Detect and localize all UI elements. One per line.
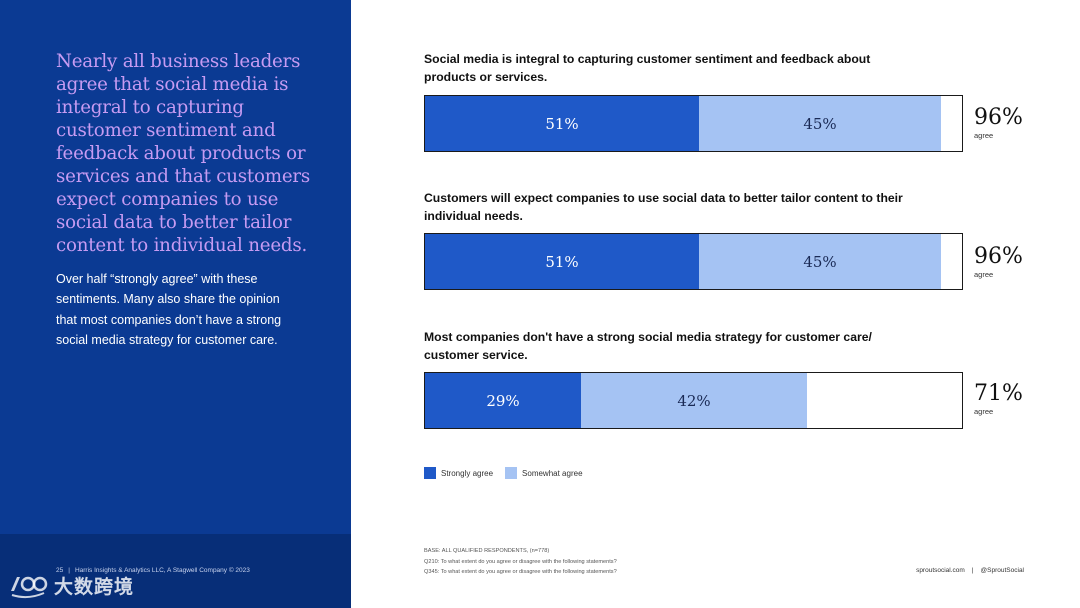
bar-somewhat-agree	[699, 234, 941, 289]
page-footer: 25 | Harris Insights & Analytics LLC, A St…	[56, 567, 250, 574]
question-title-2: Customers will expect companies to use s…	[424, 191, 903, 223]
bar-somewhat-agree	[699, 96, 941, 151]
label-somewhat-agree: 42%	[677, 391, 711, 410]
legend-label-strongly: Strongly agree	[441, 468, 494, 478]
total-agree-2: 96% agree	[974, 244, 1044, 280]
legend-swatch-strongly	[424, 467, 436, 479]
question-note-1: Q210: To what extent do you agree or dis…	[424, 558, 617, 565]
legend: Strongly agree Somewhat agree	[424, 467, 595, 479]
label-somewhat-agree: 45%	[803, 114, 837, 133]
total-agree-3: 71% agree	[974, 381, 1044, 417]
label-strongly-agree: 51%	[545, 114, 579, 133]
left-panel	[0, 0, 351, 608]
bar-row-3: 29% 42%	[424, 372, 963, 429]
bar-row-1: 51% 45%	[424, 95, 963, 152]
copyright: Harris Insights & Analytics LLC, A Stagw…	[74, 567, 250, 574]
headline: Nearly all business leaders agree that s…	[56, 51, 311, 256]
legend-swatch-somewhat	[505, 467, 518, 479]
legend-label-somewhat: Somewhat agree	[522, 468, 583, 478]
label-somewhat-agree: 45%	[803, 252, 837, 271]
page-number: 25	[56, 567, 64, 574]
base-notes: BASE: ALL QUALIFIED RESPONDENTS, (n=778)…	[424, 546, 617, 578]
footer-separator: |	[68, 567, 70, 574]
total-value: 96%	[974, 105, 1023, 130]
total-label: agree	[974, 131, 994, 140]
bar-strongly-agree	[425, 96, 699, 151]
footer-separator: |	[971, 567, 974, 574]
right-footer: sproutsocial.com | @SproutSocial	[916, 567, 1024, 574]
bar-strongly-agree	[425, 373, 581, 428]
question-title-3: Most companies don't have a strong socia…	[424, 330, 872, 362]
question-title-1: Social media is integral to capturing cu…	[424, 52, 871, 84]
total-label: agree	[974, 270, 994, 279]
total-value: 96%	[974, 244, 1023, 269]
base-note: BASE: ALL QUALIFIED RESPONDENTS, (n=778)	[424, 548, 550, 554]
bar-somewhat-agree	[581, 373, 807, 428]
watermark: 大数跨境	[8, 572, 134, 599]
site-link[interactable]: sproutsocial.com	[916, 567, 965, 574]
watermark-logo-icon	[11, 576, 48, 598]
subtext: Over half “strongly agree” with these se…	[56, 272, 282, 347]
total-value: 71%	[974, 381, 1023, 406]
question-note-2: Q345: To what extent do you agree or dis…	[424, 569, 617, 575]
label-strongly-agree: 51%	[545, 252, 579, 271]
left-footer-band	[0, 534, 351, 608]
total-agree-1: 96% agree	[974, 105, 1044, 141]
social-handle[interactable]: @SproutSocial	[980, 567, 1024, 574]
bar-strongly-agree	[425, 234, 699, 289]
label-strongly-agree: 29%	[486, 391, 520, 410]
total-label: agree	[974, 407, 994, 416]
bar-row-2: 51% 45%	[424, 233, 963, 290]
watermark-text: 大数跨境	[54, 576, 135, 598]
